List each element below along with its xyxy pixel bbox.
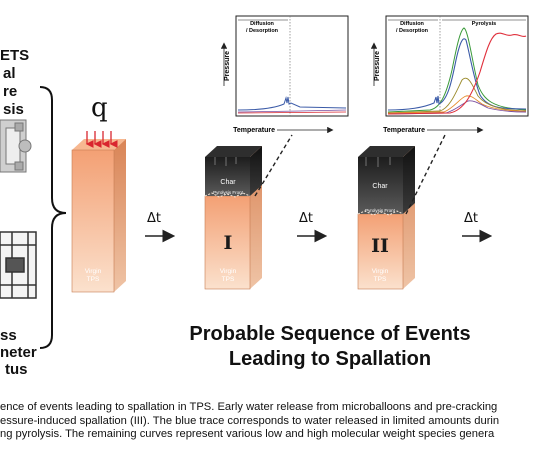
connector-2 <box>405 134 446 215</box>
left-label-top-2: al <box>3 65 16 82</box>
left-label-top-4: sis <box>3 101 24 118</box>
caption-line-3: ng pyrolysis. The remaining curves repre… <box>0 428 495 440</box>
caption-line-2: essure-induced spallation (III). The blu… <box>0 414 500 427</box>
left-label-bottom-3: tus <box>5 361 28 378</box>
block-virgin-label-1: Virgin <box>85 268 102 275</box>
plot-1-xlabel: Temperature <box>233 127 275 134</box>
left-label-top-1: ETS <box>0 47 30 64</box>
caption-line-1: ence of events leading to spallation in … <box>0 401 498 413</box>
left-label-top-3: re <box>3 83 18 100</box>
block-stage-1-base-label-1: Virgin <box>220 268 237 275</box>
block-stage-2 <box>357 146 415 290</box>
left-label-bottom-2: neter <box>0 344 37 361</box>
block-virgin-label-2: TPS <box>87 276 100 283</box>
diagram-title: Probable Sequence of Events Leading to S… <box>150 322 510 372</box>
left-bracket <box>39 86 67 349</box>
plot-2-region-2: Pyrolysis <box>472 21 496 27</box>
time-step-3: Δt <box>462 211 493 243</box>
heat-flux-symbol: q <box>91 93 108 123</box>
diagram-title-line-1: Probable Sequence of Events <box>189 323 471 345</box>
block-stage-2-roman: II <box>371 235 389 257</box>
left-label-bottom-1: ss <box>0 327 17 344</box>
apparatus-top-image <box>0 119 32 173</box>
time-step-1: Δt <box>145 211 176 243</box>
block-stage-2-base-label-2: TPS <box>374 276 387 283</box>
block-stage-1-front-label: Pyrolysis Front <box>213 190 244 195</box>
plot-1-region-1-line-2: / Desorption <box>246 28 279 34</box>
svg-text:Δt: Δt <box>147 211 161 226</box>
plot-2-xlabel: Temperature <box>383 127 425 134</box>
block-stage-1-roman: I <box>224 232 233 254</box>
block-stage-2-char-label: Char <box>372 183 388 190</box>
block-stage-1-char-label: Char <box>220 179 236 186</box>
block-stage-2-front-label: Pyrolysis Front <box>365 208 396 213</box>
plot-2-region-1-line-2: / Desorption <box>396 28 429 34</box>
figure-caption: ence of events leading to spallation in … <box>0 401 534 442</box>
apparatus-bottom-image <box>0 231 37 299</box>
time-step-2: Δt <box>297 211 328 243</box>
connector-1 <box>254 134 293 197</box>
svg-text:Δt: Δt <box>299 211 313 226</box>
plot-2-ylabel: Pressure <box>374 51 381 81</box>
block-stage-1-base-label-2: TPS <box>222 276 235 283</box>
block-stage-1 <box>204 146 262 290</box>
plot-2-region-1-line-1: Diffusion <box>400 21 424 27</box>
plot-1 <box>220 15 349 134</box>
heat-flux-arrows <box>85 131 118 148</box>
plot-1-ylabel: Pressure <box>224 51 231 81</box>
block-stage-2-base-label-1: Virgin <box>372 268 389 275</box>
plot-2 <box>370 15 529 134</box>
svg-text:Δt: Δt <box>464 211 478 226</box>
plot-1-region-1-line-1: Diffusion <box>250 21 274 27</box>
diagram-title-line-2: Leading to Spallation <box>228 348 432 370</box>
